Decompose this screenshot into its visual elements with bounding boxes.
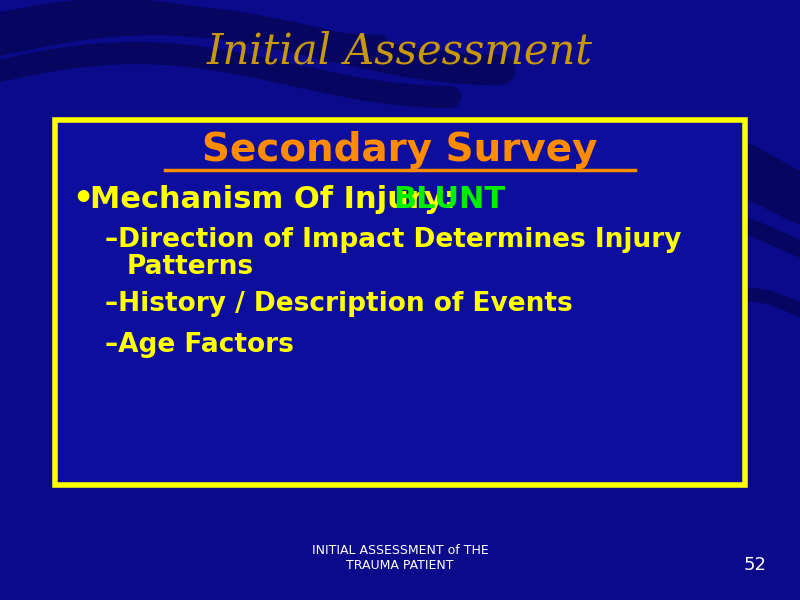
Text: –Age Factors: –Age Factors (105, 332, 294, 358)
Text: BLUNT: BLUNT (393, 185, 505, 214)
Text: –Direction of Impact Determines Injury: –Direction of Impact Determines Injury (105, 227, 682, 253)
Text: –History / Description of Events: –History / Description of Events (105, 291, 573, 317)
FancyBboxPatch shape (55, 120, 745, 485)
Text: Initial Assessment: Initial Assessment (207, 31, 593, 73)
Text: Mechanism Of Injury:: Mechanism Of Injury: (90, 185, 466, 214)
Text: Patterns: Patterns (127, 254, 254, 280)
Text: INITIAL ASSESSMENT of THE
TRAUMA PATIENT: INITIAL ASSESSMENT of THE TRAUMA PATIENT (312, 544, 488, 572)
Text: •: • (72, 184, 94, 217)
Text: 52: 52 (743, 556, 766, 574)
Text: Secondary Survey: Secondary Survey (202, 131, 598, 169)
